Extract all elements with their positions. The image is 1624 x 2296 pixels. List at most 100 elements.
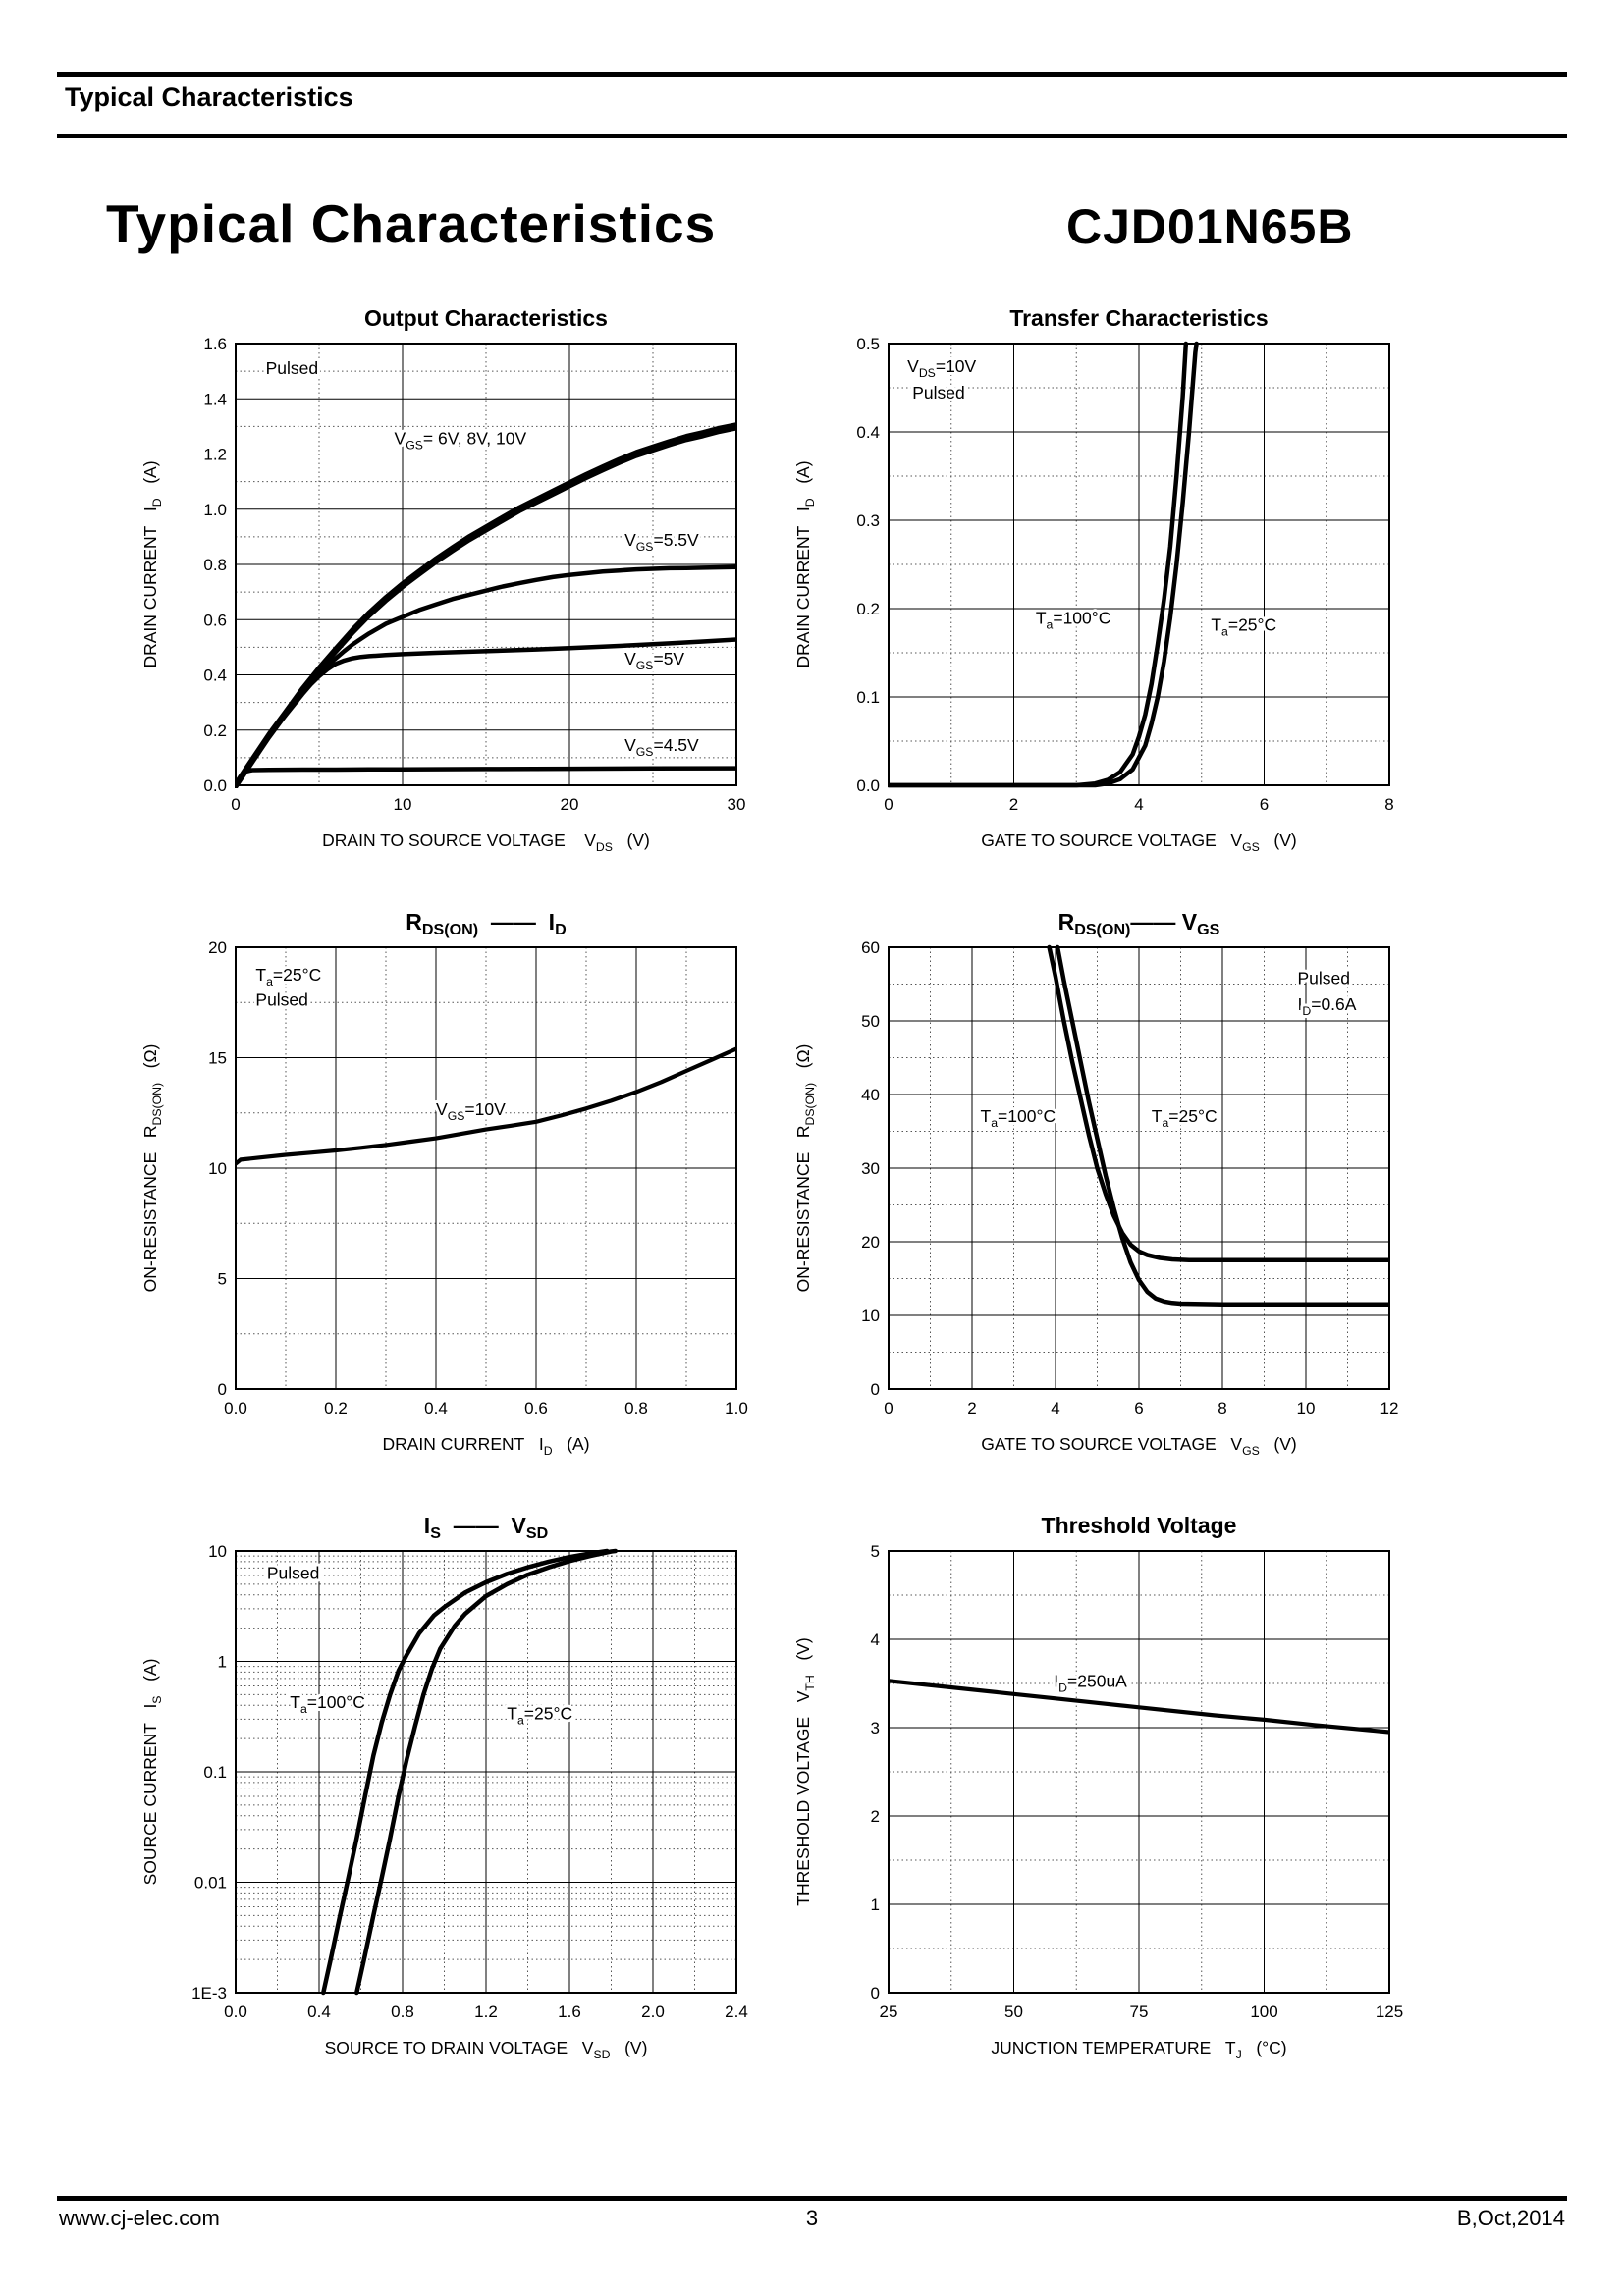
y-tick-label: 0.6 [203,611,227,629]
annotation: Pulsed [266,358,319,378]
y-tick-label: 5 [218,1270,227,1289]
x-axis-label: DRAIN CURRENT ID (A) [382,1434,589,1458]
series-vgs-5.5v [235,564,737,788]
x-axis-label: DRAIN TO SOURCE VOLTAGE VDS (V) [322,830,650,854]
annotation: VDS=10V [907,356,976,380]
series-ta-25c [1055,944,1390,1308]
y-tick-label: 1E-3 [191,1984,227,2002]
y-tick-label: 40 [861,1086,880,1104]
annotation: Ta=100°C [981,1106,1056,1130]
series-id-250ua [888,1679,1390,1735]
y-tick-label: 20 [208,938,227,957]
x-tick-label: 0.8 [624,1399,648,1417]
y-tick-label: 0.01 [194,1874,227,1893]
series-ta-25c [354,1548,619,1996]
plot-frame [235,1550,737,1994]
y-tick-label: 15 [208,1049,227,1068]
series-ta-25c [888,341,1199,788]
x-tick-label: 50 [1004,2002,1023,2021]
y-tick-label: 0.8 [203,556,227,574]
annotation: VGS=4.5V [624,735,699,759]
y-tick-label: 0.2 [856,600,880,618]
y-axis-label: DRAIN CURRENT ID (A) [793,460,817,667]
series-group [235,422,737,788]
y-tick-label: 1.2 [203,446,227,464]
y-tick-label: 10 [208,1542,227,1561]
y-axis-label: ON-RESISTANCE RDS(ON) (Ω) [140,1044,164,1293]
y-tick-label: 1.4 [203,390,227,408]
y-tick-label: 0 [871,1380,880,1399]
header-section-title: Typical Characteristics [65,82,353,112]
annotation: Pulsed [255,990,308,1010]
x-axis-label: SOURCE TO DRAIN VOLTAGE VSD (V) [325,2038,648,2061]
page-title: Typical Characteristics [106,193,717,254]
x-tick-label: 2 [1009,795,1018,814]
chart-title: RDS(ON) —— ID [406,909,566,938]
annotation: Pulsed [912,383,965,402]
gridlines [889,1551,1389,1993]
chart-title: Transfer Characteristics [1009,305,1268,331]
x-tick-label: 0 [884,795,893,814]
chart-title: Threshold Voltage [1042,1513,1237,1538]
y-axis-label: SOURCE CURRENT IS (A) [140,1659,164,1886]
annotation: ID=250uA [1054,1672,1127,1695]
y-tick-label: 2 [871,1807,880,1826]
annotation: VGS= 6V, 8V, 10V [395,429,527,453]
annotation: VGS=10V [436,1099,506,1123]
series-vgs-4.5v [235,766,737,788]
annotation: Ta=25°C [1152,1106,1218,1130]
series-group [888,1679,1390,1735]
y-tick-label: 0 [871,1984,880,2002]
y-tick-label: 1 [871,1896,880,1914]
x-tick-label: 25 [880,2002,898,2021]
y-tick-label: 5 [871,1542,880,1561]
y-axis-label: ON-RESISTANCE RDS(ON) (Ω) [793,1044,817,1293]
x-tick-label: 2.0 [641,2002,665,2021]
y-tick-label: 4 [871,1630,880,1649]
gridlines [889,344,1389,785]
annotation: Pulsed [267,1563,320,1582]
x-tick-label: 8 [1384,795,1393,814]
y-tick-label: 1 [218,1653,227,1672]
y-tick-label: 30 [861,1159,880,1178]
part-number: CJD01N65B [1066,199,1354,254]
x-axis-label: GATE TO SOURCE VOLTAGE VGS (V) [981,830,1296,854]
x-tick-label: 75 [1130,2002,1149,2021]
x-tick-label: 0.0 [224,1399,247,1417]
x-tick-label: 100 [1250,2002,1277,2021]
x-tick-label: 0 [884,1399,893,1417]
x-tick-label: 1.2 [474,2002,498,2021]
chart-rdson-vs-vgs: 0 2 4 6 8 10 12 0 10 20 30 40 50 60 RDS(ON)—— VGS GATE … [793,909,1398,1458]
y-axis-label: THRESHOLD VOLTAGE VTH (V) [793,1637,817,1905]
x-tick-label: 4 [1051,1399,1059,1417]
charts-grid: 0 10 20 30 0.0 0.2 0.4 0.6 0.8 1.0 1.2 1.4 1.6 Output… [133,299,1429,2061]
series-group [235,1046,737,1166]
annotation: Ta=100°C [290,1692,365,1716]
x-tick-label: 30 [728,795,746,814]
footer-website: www.cj-elec.com [59,2206,220,2230]
chart-title: IS —— VSD [424,1513,548,1542]
y-tick-label: 20 [861,1233,880,1252]
chart-title: Output Characteristics [364,305,608,331]
chart-transfer-characteristics: 0 2 4 6 8 0.0 0.1 0.2 0.3 0.4 0.5 Transfer Characte… [793,305,1394,854]
gridlines [236,1551,736,1993]
plot-frame [888,343,1390,786]
footer-page-number: 3 [805,2206,819,2230]
gridlines [236,947,736,1389]
series-ta-100c [888,341,1189,788]
annotation: Pulsed [1298,969,1351,988]
x-axis-label: GATE TO SOURCE VOLTAGE VGS (V) [981,1434,1296,1458]
y-tick-label: 3 [871,1719,880,1737]
footer: www.cj-elec.com 3 B,Oct,2014 [59,2206,1565,2231]
x-tick-label: 10 [394,795,412,814]
chart-output-characteristics: 0 10 20 30 0.0 0.2 0.4 0.6 0.8 1.0 1.2 1.4 1.6 Output… [140,305,746,854]
y-tick-label: 0.1 [856,688,880,707]
plot-frame [888,1550,1390,1994]
y-tick-label: 60 [861,938,880,957]
series-ta-100c [321,1548,610,1996]
x-tick-label: 0 [231,795,240,814]
chart-rdson-vs-id: 0.0 0.2 0.4 0.6 0.8 1.0 0 5 10 15 20 RDS(ON) —— ID D… [140,909,748,1458]
x-tick-label: 0.6 [524,1399,548,1417]
plot-frame [235,946,737,1390]
